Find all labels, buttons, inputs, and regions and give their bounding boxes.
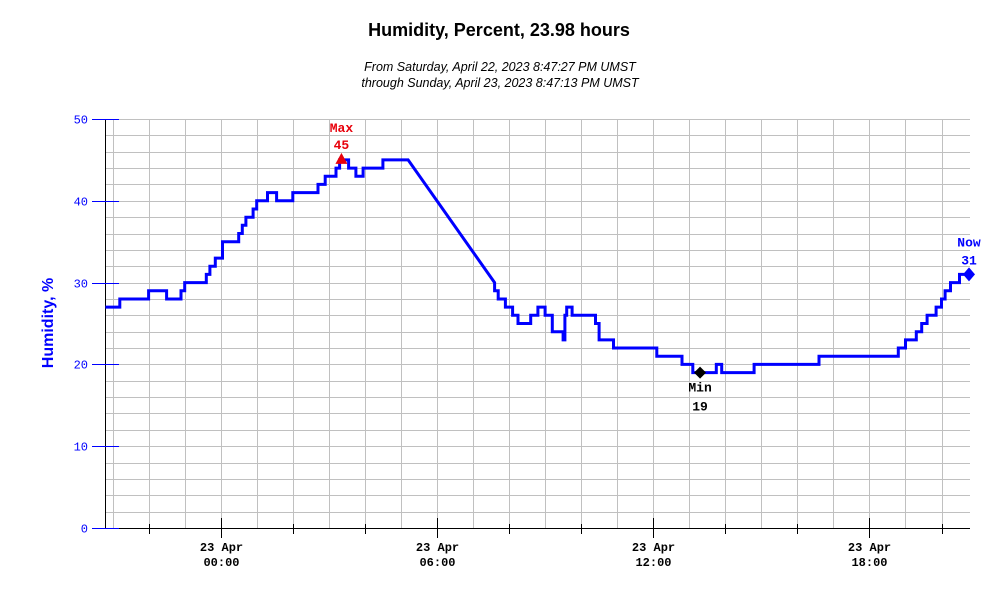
- y-tick-label: 40: [74, 196, 88, 210]
- grid: [105, 119, 970, 528]
- y-axis-label: Humidity, %: [40, 278, 57, 368]
- y-tick-label: 50: [74, 114, 88, 128]
- series-line-humidity: [105, 158, 970, 375]
- max-marker: [335, 152, 348, 164]
- y-tick-label: 10: [74, 441, 88, 455]
- min-label: Min: [688, 381, 712, 396]
- x-tick-time: 00:00: [203, 556, 239, 570]
- x-tick-time: 18:00: [851, 556, 887, 570]
- max-value: 45: [334, 138, 350, 153]
- chart-title: Humidity, Percent, 23.98 hours: [368, 20, 630, 40]
- now-value: 31: [961, 253, 977, 268]
- axes: [105, 119, 970, 529]
- y-tick-label: 20: [74, 359, 88, 373]
- series: [105, 158, 970, 375]
- x-tick-date: 23 Apr: [200, 541, 243, 555]
- max-label: Max: [330, 121, 354, 136]
- now-marker: [963, 267, 975, 282]
- y-tick-label: 30: [74, 278, 88, 292]
- y-tick-label: 0: [81, 523, 88, 537]
- chart-subtitle-through: through Sunday, April 23, 2023 8:47:13 P…: [361, 76, 640, 90]
- now-label: Now: [957, 235, 981, 250]
- x-tick-time: 06:00: [419, 556, 455, 570]
- x-tick-time: 12:00: [635, 556, 671, 570]
- y-ticks: 0 10 20 30 40 50: [74, 114, 119, 537]
- x-tick-date: 23 Apr: [416, 541, 459, 555]
- min-marker: [694, 366, 707, 379]
- annotations: Max 45 Min 19 Now 31: [330, 121, 981, 415]
- min-value: 19: [692, 400, 708, 415]
- x-tick-date: 23 Apr: [848, 541, 891, 555]
- x-tick-date: 23 Apr: [632, 541, 675, 555]
- chart-subtitle-from: From Saturday, April 22, 2023 8:47:27 PM…: [364, 60, 637, 74]
